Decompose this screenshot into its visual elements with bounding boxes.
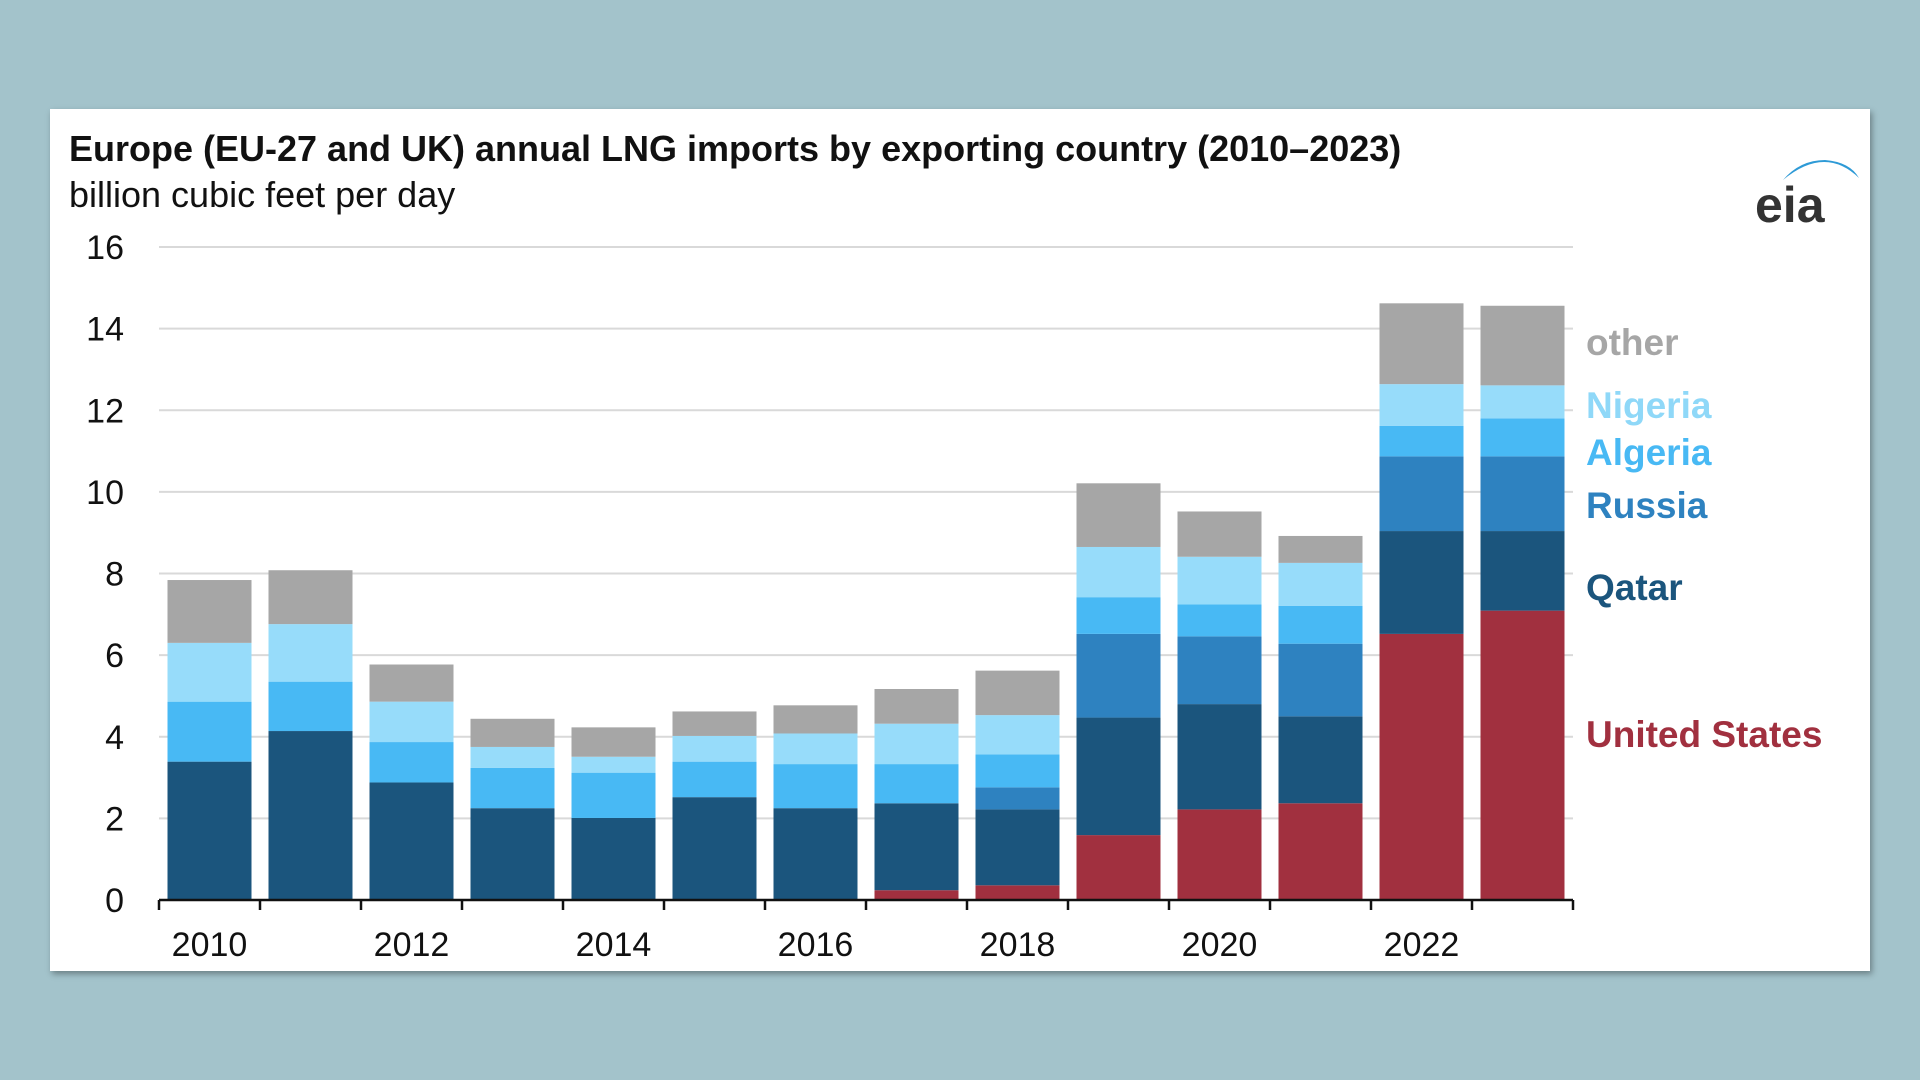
bar-segment-united-states-2022	[1379, 633, 1464, 900]
svg-text:eia: eia	[1755, 177, 1826, 230]
y-tick-label: 16	[86, 229, 124, 267]
chart-card	[50, 109, 1870, 971]
series-label: Algeria	[1586, 432, 1712, 473]
bar-segment-united-states-2018	[975, 885, 1060, 900]
y-tick-label: 6	[105, 637, 124, 675]
bar-segment-algeria-2018	[975, 754, 1060, 788]
bar-segment-qatar-2019	[1076, 717, 1161, 836]
bar-segment-russia-2021	[1278, 643, 1363, 717]
series-label: Qatar	[1586, 567, 1683, 608]
series-label: Nigeria	[1586, 385, 1712, 426]
bar-segment-nigeria-2021	[1278, 562, 1363, 606]
x-tick-label: 2022	[1384, 926, 1460, 964]
bar-segment-other-2018	[975, 670, 1060, 716]
bar-segment-qatar-2013	[470, 808, 555, 900]
y-tick-label: 12	[86, 392, 124, 430]
bar-segment-united-states-2023	[1480, 610, 1565, 900]
bar-segment-russia-2023	[1480, 456, 1565, 532]
y-tick-label: 4	[105, 719, 124, 757]
bar-segment-qatar-2015	[672, 797, 757, 900]
x-tick-label: 2020	[1182, 926, 1258, 964]
bar-segment-russia-2020	[1177, 636, 1262, 705]
bar-segment-qatar-2016	[773, 808, 858, 900]
x-tick-label: 2018	[980, 926, 1056, 964]
bar-segment-nigeria-2015	[672, 735, 757, 762]
bar-segment-other-2016	[773, 705, 858, 734]
bar-segment-russia-2018	[975, 787, 1060, 810]
chart-title: Europe (EU-27 and UK) annual LNG imports…	[69, 128, 1402, 169]
bar-segment-algeria-2016	[773, 764, 858, 809]
series-label: other	[1586, 322, 1679, 363]
bar-segment-qatar-2018	[975, 809, 1060, 886]
bar-segment-other-2017	[874, 688, 959, 724]
bar-segment-algeria-2011	[268, 681, 353, 732]
bar-segment-other-2014	[571, 727, 656, 757]
bar-segment-qatar-2012	[369, 782, 454, 900]
bar-segment-qatar-2014	[571, 817, 656, 900]
bar-segment-nigeria-2016	[773, 733, 858, 765]
bar-segment-united-states-2021	[1278, 803, 1363, 900]
bar-segment-nigeria-2014	[571, 756, 656, 773]
bar-segment-other-2015	[672, 711, 757, 736]
bar-segment-algeria-2019	[1076, 597, 1161, 634]
bar-segment-other-2010	[167, 580, 252, 643]
bar-segment-other-2019	[1076, 483, 1161, 547]
bar-segment-nigeria-2019	[1076, 546, 1161, 598]
bar-segment-qatar-2011	[268, 731, 353, 900]
bar-segment-algeria-2023	[1480, 418, 1565, 457]
bar-segment-nigeria-2020	[1177, 556, 1262, 605]
x-tick-label: 2014	[576, 926, 652, 964]
bar-segment-qatar-2023	[1480, 531, 1565, 611]
bar-segment-other-2013	[470, 718, 555, 747]
bar-segment-algeria-2022	[1379, 425, 1464, 457]
bar-segment-algeria-2014	[571, 772, 656, 818]
bar-segment-nigeria-2022	[1379, 384, 1464, 426]
bar-segment-other-2021	[1278, 535, 1363, 563]
bar-segment-nigeria-2011	[268, 624, 353, 682]
bar-segment-algeria-2012	[369, 742, 454, 783]
bar-segment-algeria-2010	[167, 701, 252, 762]
series-label: United States	[1586, 714, 1822, 755]
bar-segment-united-states-2020	[1177, 809, 1262, 900]
bar-segment-other-2023	[1480, 305, 1565, 386]
bar-segment-united-states-2017	[874, 890, 959, 900]
bar-segment-qatar-2020	[1177, 704, 1262, 810]
eia-logo: eia	[1755, 160, 1859, 230]
bar-segment-other-2011	[268, 570, 353, 625]
x-tick-label: 2016	[778, 926, 854, 964]
chart-subtitle: billion cubic feet per day	[69, 174, 456, 215]
bar-segment-algeria-2013	[470, 767, 555, 809]
bar-segment-nigeria-2017	[874, 723, 959, 765]
bar-segment-qatar-2017	[874, 803, 959, 891]
bar-segment-nigeria-2013	[470, 746, 555, 768]
bar-segment-united-states-2019	[1076, 835, 1161, 900]
series-label: Russia	[1586, 485, 1708, 526]
y-tick-label: 0	[105, 882, 124, 920]
bar-segment-algeria-2015	[672, 761, 757, 798]
y-tick-label: 14	[86, 311, 124, 349]
bar-segment-russia-2022	[1379, 456, 1464, 532]
bar-segment-nigeria-2018	[975, 715, 1060, 755]
bar-segment-qatar-2022	[1379, 531, 1464, 634]
y-tick-label: 2	[105, 800, 124, 838]
bar-segment-qatar-2010	[167, 761, 252, 900]
y-tick-label: 10	[86, 474, 124, 512]
bar-segment-nigeria-2012	[369, 701, 454, 743]
bar-segment-other-2022	[1379, 303, 1464, 385]
bar-segment-nigeria-2010	[167, 642, 252, 702]
x-tick-label: 2012	[374, 926, 450, 964]
bar-segment-algeria-2017	[874, 764, 959, 804]
bar-segment-qatar-2021	[1278, 716, 1363, 804]
bar-segment-other-2020	[1177, 511, 1262, 557]
y-tick-label: 8	[105, 556, 124, 594]
bar-segment-algeria-2020	[1177, 604, 1262, 637]
bar-segment-nigeria-2023	[1480, 385, 1565, 419]
bar-segment-russia-2019	[1076, 633, 1161, 718]
bar-segment-algeria-2021	[1278, 605, 1363, 644]
bar-segment-other-2012	[369, 664, 454, 702]
x-tick-label: 2010	[172, 926, 248, 964]
